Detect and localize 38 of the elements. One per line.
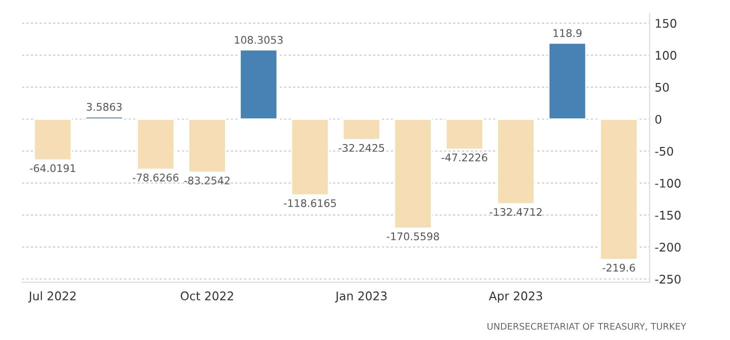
bar (239, 49, 278, 120)
bar (445, 118, 484, 150)
bar (85, 116, 124, 120)
y-tick-label: 100 (656, 50, 676, 60)
y-tick-label: -200 (655, 242, 681, 252)
bar (496, 118, 536, 205)
bar (34, 118, 72, 161)
x-tick-label: Jan 2023 (334, 291, 387, 303)
bar (136, 118, 175, 170)
data-label: -83.2542 (184, 176, 230, 184)
y-tick-label: 150 (656, 18, 676, 28)
data-label: 3.5863 (86, 102, 122, 111)
data-label: -170.5598 (386, 232, 440, 240)
data-label: 118.9 (554, 29, 582, 38)
bar (600, 118, 638, 260)
y-tick-label: -250 (655, 274, 681, 284)
bar (548, 42, 587, 120)
y-tick-label: -50 (655, 146, 674, 156)
data-label: 108.3053 (234, 36, 283, 44)
data-label: -32.2425 (338, 144, 384, 152)
x-tick-label: Oct 2022 (180, 291, 234, 300)
data-label: -118.6165 (284, 199, 336, 208)
x-tick-label: Apr 2023 (488, 291, 542, 303)
text: UNDERSECRETARIAT OF TREASURY, TURKEY (488, 322, 686, 331)
y-tick-label: -100 (655, 178, 681, 188)
bar (394, 118, 432, 229)
data-label: -64.0191 (30, 164, 76, 172)
y-tick-label: -150 (655, 210, 681, 220)
bar (290, 118, 330, 196)
y-tick-label: 50 (655, 82, 669, 92)
data-label: -219.6 (602, 264, 635, 272)
data-label: -47.2226 (442, 154, 488, 162)
data-label: -78.6266 (132, 174, 178, 182)
bar (188, 118, 226, 174)
data-label: -132.4712 (490, 208, 542, 216)
y-tick-label: 0 (655, 114, 662, 124)
x-tick-label: Jul 2022 (28, 291, 76, 303)
bar (342, 118, 381, 140)
